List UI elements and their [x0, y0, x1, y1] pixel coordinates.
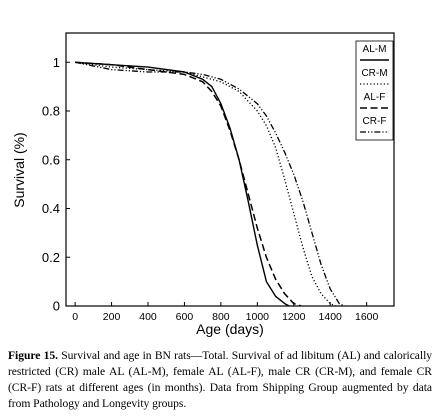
x-tick-label: 200: [103, 311, 121, 323]
y-tick-label: 1: [53, 55, 60, 70]
y-tick-label: 0.4: [42, 201, 60, 216]
legend-label-cr-m: CR-M: [361, 68, 387, 79]
x-tick-label: 400: [139, 311, 157, 323]
plot-frame: [65, 32, 395, 307]
x-axis: 0 200 400 600 800 1000 1200 1400 1600: [72, 302, 379, 323]
x-tick-label: 1200: [282, 311, 306, 323]
x-tick-label: 1400: [319, 311, 343, 323]
series-line-al-f: [75, 61, 302, 306]
series-line-cr-f: [74, 61, 346, 306]
x-axis-title: Age (days): [196, 321, 264, 337]
series-line-cr-m: [75, 61, 336, 306]
y-axis-title: Survival (%): [11, 132, 27, 207]
series-layer: [74, 61, 346, 306]
caption-text: Survival and age in BN rats—Total. Survi…: [8, 349, 432, 410]
legend: AL-M CR-M AL-F CR-F: [355, 40, 394, 141]
y-axis: 0 0.2 0.4 0.6 0.8 1: [42, 55, 70, 314]
y-tick-label: 0.6: [42, 152, 60, 167]
figure-label: Figure 15.: [8, 349, 58, 362]
x-tick-label: 800: [212, 311, 230, 323]
legend-label-al-f: AL-F: [364, 92, 386, 103]
x-tick-label: 1000: [246, 311, 270, 323]
series-line-al-m: [75, 61, 290, 306]
y-tick-label: 0: [53, 299, 60, 314]
y-tick-label: 0.2: [42, 250, 60, 265]
y-tick-label: 0.8: [42, 104, 60, 119]
legend-label-cr-f: CR-F: [363, 116, 387, 127]
legend-label-al-m: AL-M: [363, 44, 387, 55]
x-tick-label: 600: [176, 311, 194, 323]
figure-caption: Figure 15. Survival and age in BN rats—T…: [8, 348, 432, 412]
x-tick-label: 1600: [355, 311, 379, 323]
legend-box: [355, 40, 394, 141]
x-tick-label: 0: [72, 311, 78, 323]
survival-chart: 0 0.2 0.4 0.6 0.8 1 0 200 400 600 800 1000 1200 1400…: [11, 32, 395, 337]
